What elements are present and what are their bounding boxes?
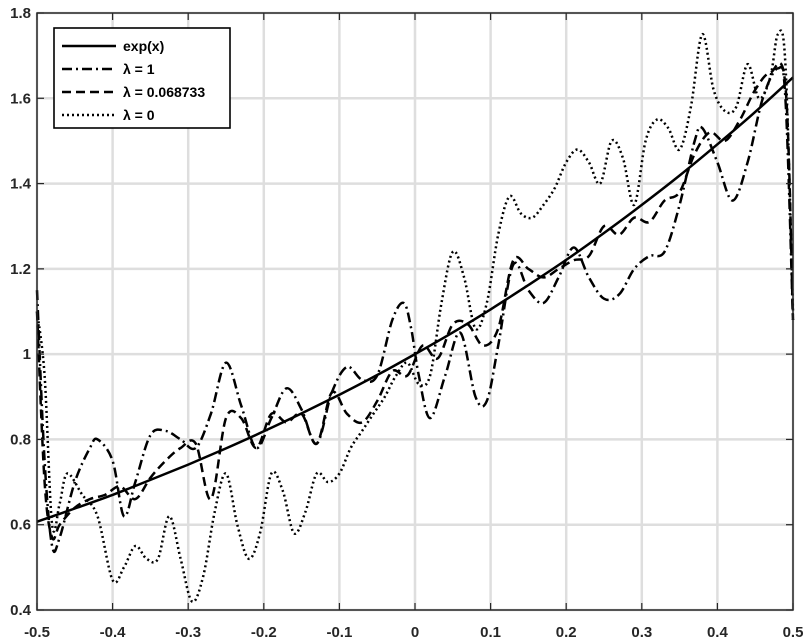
x-tick-label: -0.1 xyxy=(326,624,352,641)
legend: exp(x) λ = 1 λ = 0.068733 λ = 0 xyxy=(53,27,231,129)
x-tick-label: 0.4 xyxy=(707,624,729,641)
series-layer xyxy=(35,29,795,604)
y-tick-label: 1.6 xyxy=(10,90,31,107)
series-line-2 xyxy=(35,61,795,541)
ticks: -0.5 -0.4 -0.3 -0.2 -0.1 0 0.1 0.2 0.3 0.4 0.5 0.4 0… xyxy=(10,5,803,641)
x-tick-label: -0.4 xyxy=(100,624,127,641)
y-tick-label: 0.4 xyxy=(10,602,32,619)
legend-label-0: exp(x) xyxy=(123,38,164,54)
x-tick-label: -0.5 xyxy=(24,624,50,641)
legend-label-3: λ = 0 xyxy=(123,107,155,123)
x-tick-label: 0 xyxy=(411,624,419,641)
legend-label-2: λ = 0.068733 xyxy=(123,84,205,100)
x-tick-label: 0.2 xyxy=(556,624,577,641)
legend-label-1: λ = 1 xyxy=(123,61,155,77)
series-line-1 xyxy=(35,65,795,554)
y-tick-label: 1.2 xyxy=(10,261,31,278)
x-tick-label: -0.3 xyxy=(175,624,201,641)
y-tick-label: 1 xyxy=(23,346,31,363)
y-tick-label: 1.4 xyxy=(10,176,32,193)
legend-box xyxy=(53,27,231,129)
y-tick-label: 0.6 xyxy=(10,517,31,534)
y-tick-label: 0.8 xyxy=(10,431,31,448)
x-tick-label: 0.1 xyxy=(480,624,501,641)
x-tick-label: -0.2 xyxy=(251,624,277,641)
y-tick-label: 1.8 xyxy=(10,5,31,22)
x-tick-label: 0.5 xyxy=(783,624,804,641)
x-tick-label: 0.3 xyxy=(631,624,652,641)
